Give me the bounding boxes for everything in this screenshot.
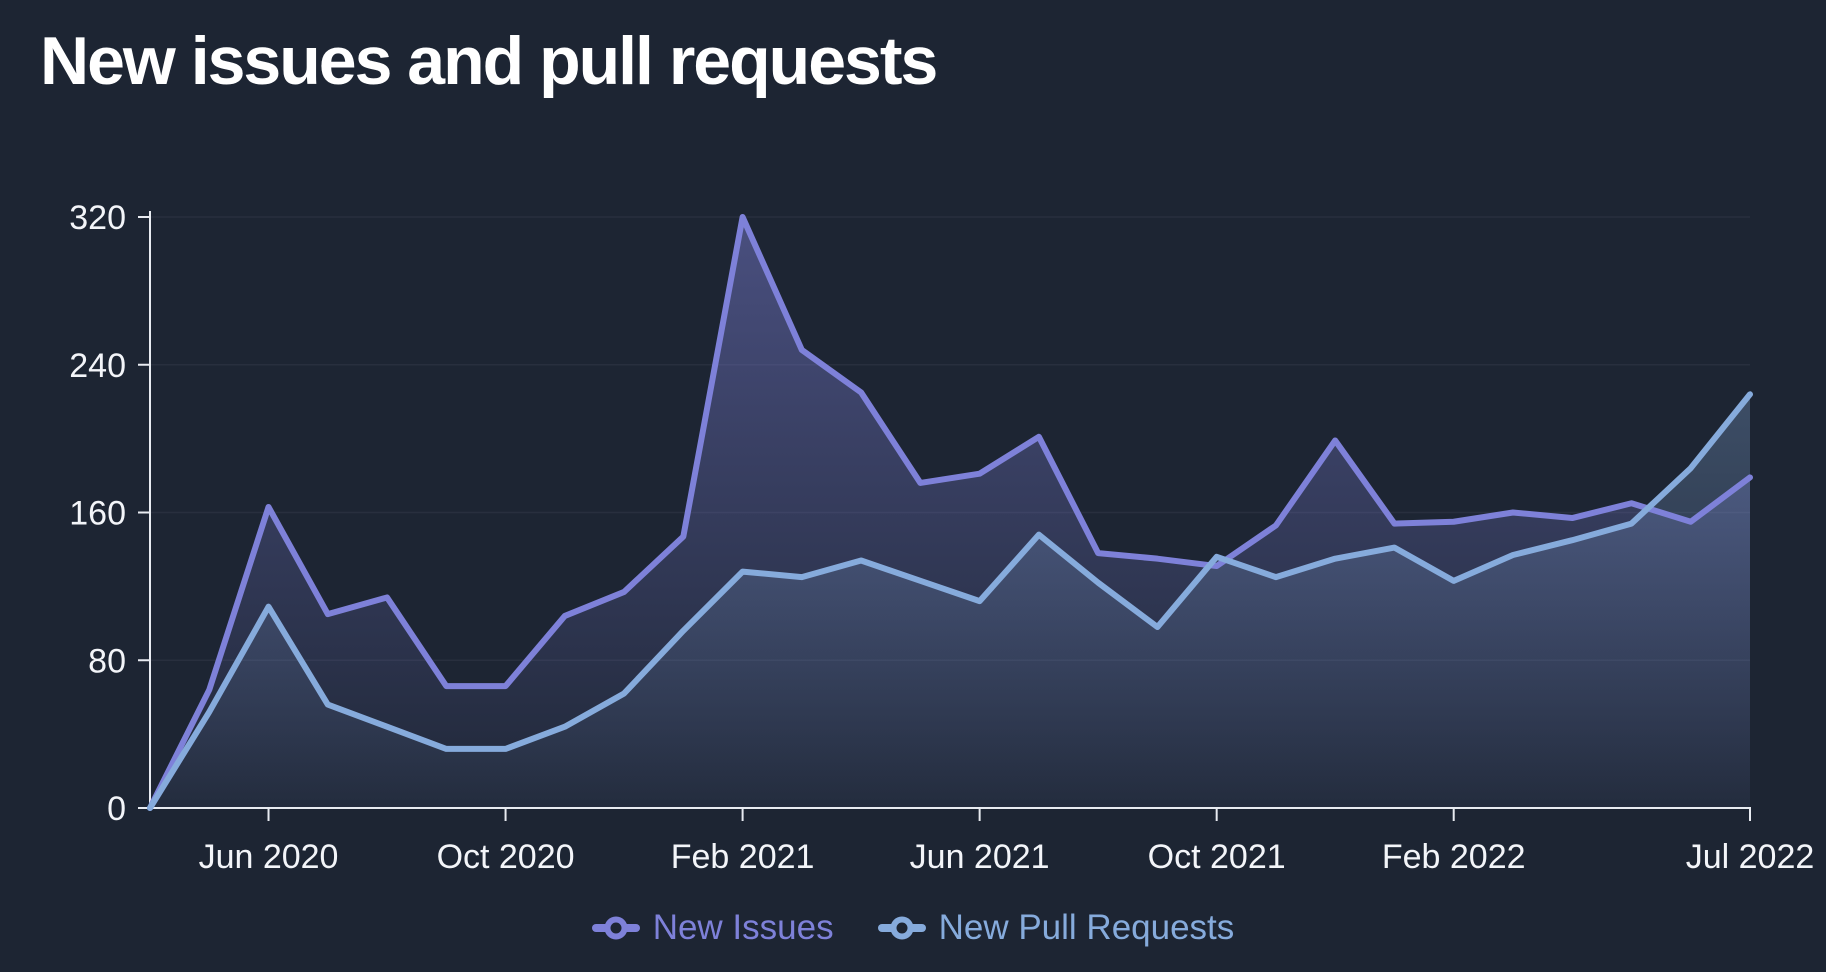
y-tick-label-160: 160 <box>69 495 126 533</box>
area-new-pull-requests <box>150 394 1750 808</box>
page-title: New issues and pull requests <box>40 23 938 99</box>
y-tick-label-80: 80 <box>88 642 126 680</box>
legend-label-new-pull-requests: New Pull Requests <box>938 908 1235 947</box>
line-new-pull-requests <box>147 391 1753 811</box>
y-tick-label-240: 240 <box>69 347 126 385</box>
x-tick-label-Jun-2020: Jun 2020 <box>199 838 339 876</box>
new-pull-requests-legend-marker-icon <box>877 916 926 940</box>
line-new-issues <box>147 214 1753 811</box>
chart-legend: New Issues New Pull Requests <box>0 900 1826 956</box>
legend-item-new-pull-requests[interactable]: New Pull Requests <box>877 908 1235 948</box>
y-tick-label-0: 0 <box>107 790 126 828</box>
new-issues-legend-marker-icon <box>591 916 640 940</box>
x-tick-label-Feb-2021: Feb 2021 <box>671 838 815 876</box>
x-tick-label-Jul-2022: Jul 2022 <box>1686 838 1815 876</box>
legend-item-new-issues[interactable]: New Issues <box>591 908 834 948</box>
x-tick-label-Feb-2022: Feb 2022 <box>1382 838 1526 876</box>
x-tick-label-Jun-2021: Jun 2021 <box>910 838 1050 876</box>
x-tick-label-Oct-2020: Oct 2020 <box>437 838 575 876</box>
y-tick-label-320: 320 <box>69 199 126 237</box>
legend-label-new-issues: New Issues <box>652 908 834 947</box>
x-tick-label-Oct-2021: Oct 2021 <box>1148 838 1286 876</box>
